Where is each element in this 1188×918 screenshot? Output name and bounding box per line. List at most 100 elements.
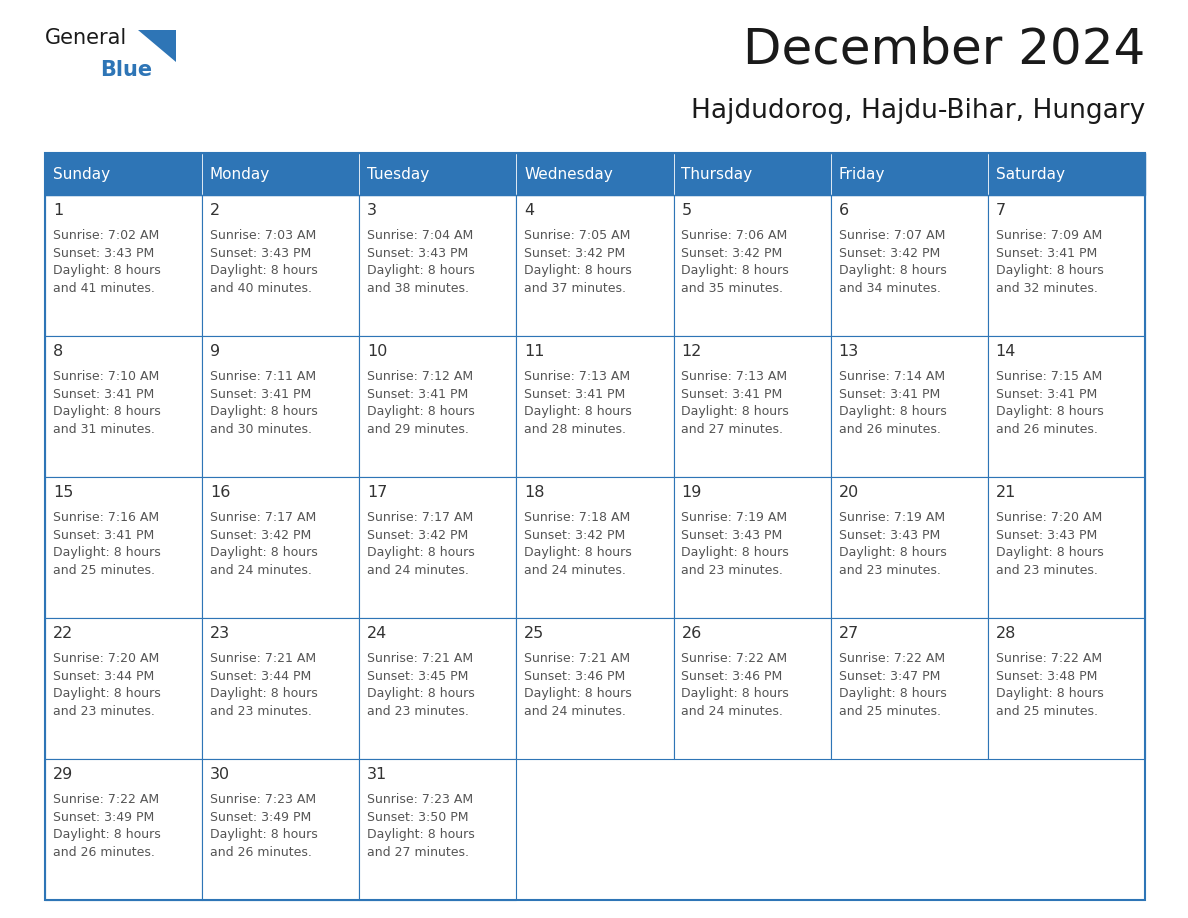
Text: Sunset: 3:43 PM: Sunset: 3:43 PM bbox=[367, 247, 468, 260]
Text: Sunrise: 7:09 AM: Sunrise: 7:09 AM bbox=[996, 230, 1102, 242]
Text: Daylight: 8 hours: Daylight: 8 hours bbox=[524, 688, 632, 700]
Text: and 27 minutes.: and 27 minutes. bbox=[367, 846, 469, 859]
Text: and 23 minutes.: and 23 minutes. bbox=[52, 705, 154, 718]
Text: 4: 4 bbox=[524, 204, 535, 218]
Bar bbox=[988, 153, 1145, 195]
Bar bbox=[359, 759, 517, 900]
Text: Sunrise: 7:20 AM: Sunrise: 7:20 AM bbox=[996, 511, 1102, 524]
Text: and 27 minutes.: and 27 minutes. bbox=[682, 423, 783, 436]
Text: 31: 31 bbox=[367, 767, 387, 782]
Text: Daylight: 8 hours: Daylight: 8 hours bbox=[210, 828, 317, 842]
Text: Daylight: 8 hours: Daylight: 8 hours bbox=[210, 406, 317, 419]
Text: Sunrise: 7:21 AM: Sunrise: 7:21 AM bbox=[367, 653, 473, 666]
Text: Sunset: 3:48 PM: Sunset: 3:48 PM bbox=[996, 670, 1097, 683]
Text: Sunrise: 7:14 AM: Sunrise: 7:14 AM bbox=[839, 371, 944, 384]
Bar bbox=[45, 618, 202, 759]
Bar bbox=[45, 195, 202, 336]
Text: and 24 minutes.: and 24 minutes. bbox=[682, 705, 783, 718]
Text: Sunset: 3:46 PM: Sunset: 3:46 PM bbox=[524, 670, 626, 683]
Text: Tuesday: Tuesday bbox=[367, 166, 429, 182]
Text: Sunset: 3:42 PM: Sunset: 3:42 PM bbox=[524, 529, 626, 542]
Text: Daylight: 8 hours: Daylight: 8 hours bbox=[839, 688, 947, 700]
Bar bbox=[988, 195, 1145, 336]
Text: 11: 11 bbox=[524, 344, 545, 360]
Text: Daylight: 8 hours: Daylight: 8 hours bbox=[682, 406, 789, 419]
Text: Daylight: 8 hours: Daylight: 8 hours bbox=[210, 264, 317, 277]
Bar bbox=[45, 477, 202, 618]
Bar bbox=[830, 336, 988, 477]
Text: and 35 minutes.: and 35 minutes. bbox=[682, 282, 783, 295]
Bar bbox=[359, 618, 517, 759]
Text: Sunset: 3:43 PM: Sunset: 3:43 PM bbox=[682, 529, 783, 542]
Text: Daylight: 8 hours: Daylight: 8 hours bbox=[210, 688, 317, 700]
Bar bbox=[830, 477, 988, 618]
Text: Sunrise: 7:22 AM: Sunrise: 7:22 AM bbox=[52, 793, 159, 806]
Text: and 26 minutes.: and 26 minutes. bbox=[210, 846, 312, 859]
Text: 22: 22 bbox=[52, 626, 74, 642]
Text: and 26 minutes.: and 26 minutes. bbox=[839, 423, 941, 436]
Text: Sunrise: 7:02 AM: Sunrise: 7:02 AM bbox=[52, 230, 159, 242]
Text: 16: 16 bbox=[210, 486, 230, 500]
Bar bbox=[830, 618, 988, 759]
Text: Daylight: 8 hours: Daylight: 8 hours bbox=[996, 264, 1104, 277]
Text: Sunset: 3:44 PM: Sunset: 3:44 PM bbox=[210, 670, 311, 683]
Text: and 32 minutes.: and 32 minutes. bbox=[996, 282, 1098, 295]
Text: and 25 minutes.: and 25 minutes. bbox=[839, 705, 941, 718]
Text: Hajdudorog, Hajdu-Bihar, Hungary: Hajdudorog, Hajdu-Bihar, Hungary bbox=[690, 98, 1145, 124]
Text: Daylight: 8 hours: Daylight: 8 hours bbox=[52, 406, 160, 419]
Text: Sunset: 3:42 PM: Sunset: 3:42 PM bbox=[839, 247, 940, 260]
Bar bbox=[202, 195, 359, 336]
Text: and 41 minutes.: and 41 minutes. bbox=[52, 282, 154, 295]
Text: Daylight: 8 hours: Daylight: 8 hours bbox=[52, 828, 160, 842]
Text: Sunrise: 7:21 AM: Sunrise: 7:21 AM bbox=[524, 653, 631, 666]
Text: Sunset: 3:43 PM: Sunset: 3:43 PM bbox=[52, 247, 154, 260]
Text: and 24 minutes.: and 24 minutes. bbox=[524, 705, 626, 718]
Text: Sunrise: 7:10 AM: Sunrise: 7:10 AM bbox=[52, 371, 159, 384]
Text: Sunset: 3:41 PM: Sunset: 3:41 PM bbox=[682, 388, 783, 401]
Text: Sunrise: 7:19 AM: Sunrise: 7:19 AM bbox=[839, 511, 944, 524]
Text: Sunset: 3:41 PM: Sunset: 3:41 PM bbox=[367, 388, 468, 401]
Bar bbox=[988, 618, 1145, 759]
Text: Sunset: 3:46 PM: Sunset: 3:46 PM bbox=[682, 670, 783, 683]
Text: Friday: Friday bbox=[839, 166, 885, 182]
Text: 13: 13 bbox=[839, 344, 859, 360]
Text: Sunrise: 7:22 AM: Sunrise: 7:22 AM bbox=[682, 653, 788, 666]
Polygon shape bbox=[138, 30, 176, 62]
Text: Daylight: 8 hours: Daylight: 8 hours bbox=[682, 546, 789, 559]
Text: Sunset: 3:42 PM: Sunset: 3:42 PM bbox=[524, 247, 626, 260]
Text: 9: 9 bbox=[210, 344, 220, 360]
Bar bbox=[202, 336, 359, 477]
Text: Sunrise: 7:07 AM: Sunrise: 7:07 AM bbox=[839, 230, 944, 242]
Text: and 29 minutes.: and 29 minutes. bbox=[367, 423, 469, 436]
Text: Sunset: 3:42 PM: Sunset: 3:42 PM bbox=[682, 247, 783, 260]
Text: 20: 20 bbox=[839, 486, 859, 500]
Bar bbox=[359, 153, 517, 195]
Text: and 31 minutes.: and 31 minutes. bbox=[52, 423, 154, 436]
Text: Sunrise: 7:04 AM: Sunrise: 7:04 AM bbox=[367, 230, 473, 242]
Text: Sunrise: 7:20 AM: Sunrise: 7:20 AM bbox=[52, 653, 159, 666]
Text: and 26 minutes.: and 26 minutes. bbox=[52, 846, 154, 859]
Text: 19: 19 bbox=[682, 486, 702, 500]
Text: Sunrise: 7:21 AM: Sunrise: 7:21 AM bbox=[210, 653, 316, 666]
Text: Sunrise: 7:23 AM: Sunrise: 7:23 AM bbox=[210, 793, 316, 806]
Text: Sunrise: 7:15 AM: Sunrise: 7:15 AM bbox=[996, 371, 1102, 384]
Text: Sunset: 3:41 PM: Sunset: 3:41 PM bbox=[52, 388, 154, 401]
Text: and 24 minutes.: and 24 minutes. bbox=[367, 564, 469, 577]
Text: 29: 29 bbox=[52, 767, 74, 782]
Bar bbox=[674, 153, 830, 195]
Text: Sunset: 3:50 PM: Sunset: 3:50 PM bbox=[367, 811, 468, 824]
Bar bbox=[674, 477, 830, 618]
Text: Sunrise: 7:16 AM: Sunrise: 7:16 AM bbox=[52, 511, 159, 524]
Bar bbox=[830, 153, 988, 195]
Text: Daylight: 8 hours: Daylight: 8 hours bbox=[682, 688, 789, 700]
Text: Daylight: 8 hours: Daylight: 8 hours bbox=[367, 828, 475, 842]
Bar bbox=[517, 195, 674, 336]
Text: Sunset: 3:41 PM: Sunset: 3:41 PM bbox=[996, 247, 1097, 260]
Text: Sunset: 3:43 PM: Sunset: 3:43 PM bbox=[996, 529, 1097, 542]
Text: Daylight: 8 hours: Daylight: 8 hours bbox=[52, 546, 160, 559]
Text: and 23 minutes.: and 23 minutes. bbox=[996, 564, 1098, 577]
Text: and 37 minutes.: and 37 minutes. bbox=[524, 282, 626, 295]
Text: Daylight: 8 hours: Daylight: 8 hours bbox=[524, 264, 632, 277]
Bar bbox=[45, 336, 202, 477]
Text: Sunday: Sunday bbox=[52, 166, 110, 182]
